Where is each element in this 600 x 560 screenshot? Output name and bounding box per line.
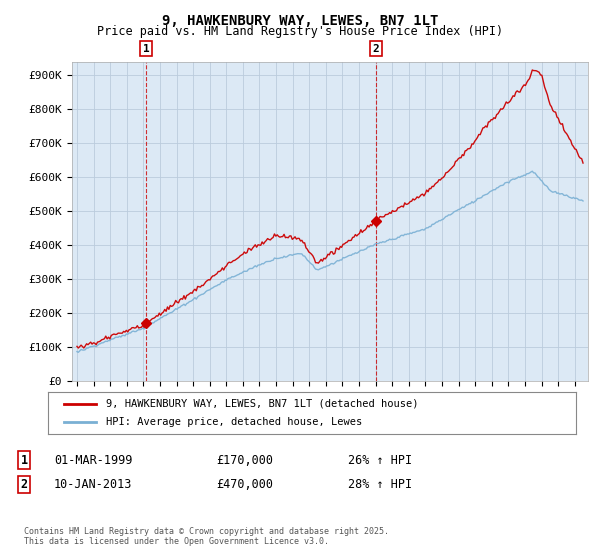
- Text: 1: 1: [143, 44, 149, 54]
- Text: Price paid vs. HM Land Registry's House Price Index (HPI): Price paid vs. HM Land Registry's House …: [97, 25, 503, 38]
- Text: 9, HAWKENBURY WAY, LEWES, BN7 1LT (detached house): 9, HAWKENBURY WAY, LEWES, BN7 1LT (detac…: [106, 399, 419, 409]
- Text: 2: 2: [20, 478, 28, 491]
- Text: 1: 1: [20, 454, 28, 467]
- Text: 26% ↑ HPI: 26% ↑ HPI: [348, 454, 412, 467]
- Text: £470,000: £470,000: [216, 478, 273, 491]
- Text: HPI: Average price, detached house, Lewes: HPI: Average price, detached house, Lewe…: [106, 417, 362, 427]
- Text: 01-MAR-1999: 01-MAR-1999: [54, 454, 133, 467]
- Text: Contains HM Land Registry data © Crown copyright and database right 2025.
This d: Contains HM Land Registry data © Crown c…: [24, 526, 389, 546]
- Text: 9, HAWKENBURY WAY, LEWES, BN7 1LT: 9, HAWKENBURY WAY, LEWES, BN7 1LT: [162, 14, 438, 28]
- Text: 2: 2: [373, 44, 379, 54]
- Text: 10-JAN-2013: 10-JAN-2013: [54, 478, 133, 491]
- Text: 28% ↑ HPI: 28% ↑ HPI: [348, 478, 412, 491]
- Text: £170,000: £170,000: [216, 454, 273, 467]
